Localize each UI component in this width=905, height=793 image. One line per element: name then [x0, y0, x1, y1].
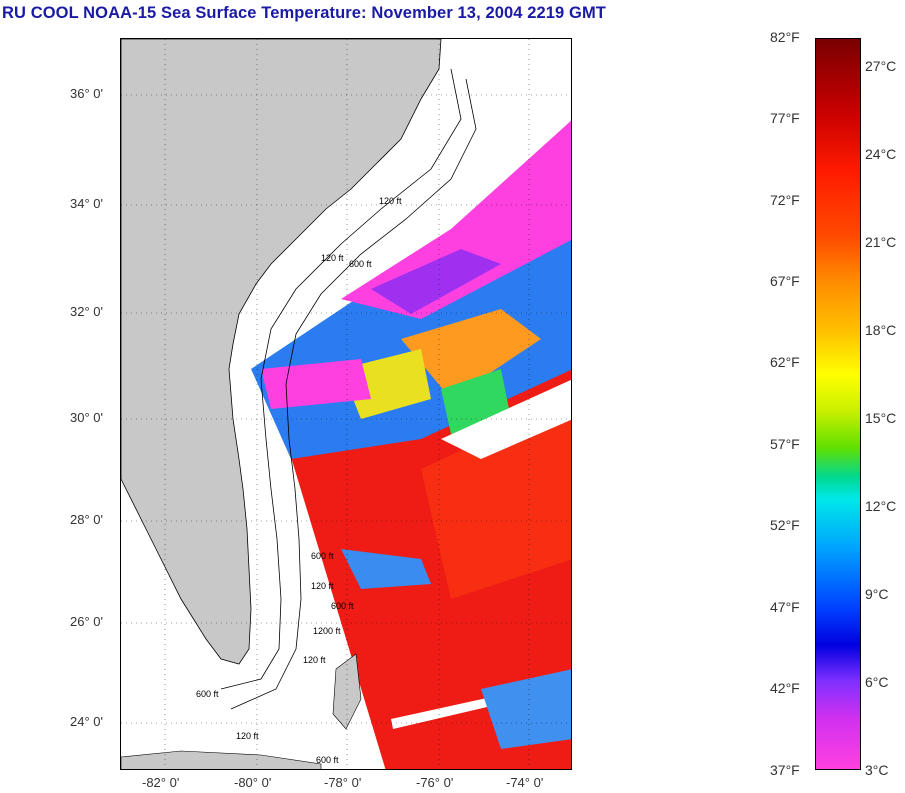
lat-label: 36° 0' [70, 86, 103, 101]
cold-water-purple [371, 249, 501, 314]
celsius-label: 3°C [865, 762, 889, 778]
lat-label: 24° 0' [70, 714, 103, 729]
cloud-gap [441, 379, 571, 459]
lat-label: 28° 0' [70, 512, 103, 527]
graticule [121, 39, 571, 769]
contour-label: 120 ft [321, 253, 344, 263]
contour-label: 120 ft [311, 581, 334, 591]
bahamas-blue-patch [341, 549, 431, 589]
fahrenheit-label: 57°F [770, 436, 800, 452]
lon-label: -78° 0' [324, 775, 362, 790]
contour-120ft [220, 68, 462, 690]
lat-label: 32° 0' [70, 304, 103, 319]
lon-label: -74° 0' [506, 775, 544, 790]
south-blue-patch [481, 669, 571, 749]
celsius-label: 9°C [865, 586, 889, 602]
sst-map: 120 ft 600 ft 120 ft 600 ft 120 ft 600 f… [120, 38, 572, 770]
fahrenheit-label: 42°F [770, 680, 800, 696]
celsius-label: 27°C [865, 58, 897, 74]
warm-water-texture [421, 399, 571, 599]
lat-label: 34° 0' [70, 196, 103, 211]
contour-label: 120 ft [303, 655, 326, 665]
celsius-label: 18°C [865, 322, 897, 338]
contour-label: 600 ft [316, 755, 339, 765]
lat-label: 30° 0' [70, 410, 103, 425]
page-title: RU COOL NOAA-15 Sea Surface Temperature:… [2, 4, 606, 22]
fahrenheit-label: 77°F [770, 110, 800, 126]
celsius-label: 12°C [865, 498, 897, 514]
temperature-colorbar [815, 38, 861, 770]
lon-label: -76° 0' [416, 775, 454, 790]
celsius-label: 24°C [865, 146, 897, 162]
land-bahamas [332, 653, 362, 730]
contour-label: 600 ft [349, 259, 372, 269]
fahrenheit-label: 47°F [770, 599, 800, 615]
fahrenheit-label: 37°F [770, 762, 800, 778]
contour-label: 600 ft [331, 601, 354, 611]
fahrenheit-label: 62°F [770, 354, 800, 370]
fahrenheit-label: 82°F [770, 29, 800, 45]
fahrenheit-label: 52°F [770, 517, 800, 533]
mixed-water-orange [401, 309, 541, 399]
cold-water-region [341, 120, 571, 319]
contour-label: 600 ft [311, 551, 334, 561]
land-cuba [121, 750, 322, 769]
contour-label: 1200 ft [313, 626, 341, 636]
mixed-water-yellow [341, 349, 431, 419]
contour-label: 120 ft [379, 196, 402, 206]
celsius-label: 6°C [865, 674, 889, 690]
fahrenheit-label: 72°F [770, 192, 800, 208]
lat-label: 26° 0' [70, 614, 103, 629]
land-us-coast [121, 39, 442, 665]
celsius-label: 21°C [865, 234, 897, 250]
lon-label: -82° 0' [142, 775, 180, 790]
sst-map-drawing: 120 ft 600 ft 120 ft 600 ft 120 ft 600 f… [121, 39, 571, 769]
contour-label: 120 ft [236, 731, 259, 741]
celsius-label: 15°C [865, 410, 897, 426]
contour-600ft [230, 78, 477, 710]
fahrenheit-label: 67°F [770, 273, 800, 289]
lon-label: -80° 0' [234, 775, 272, 790]
contour-label: 600 ft [196, 689, 219, 699]
